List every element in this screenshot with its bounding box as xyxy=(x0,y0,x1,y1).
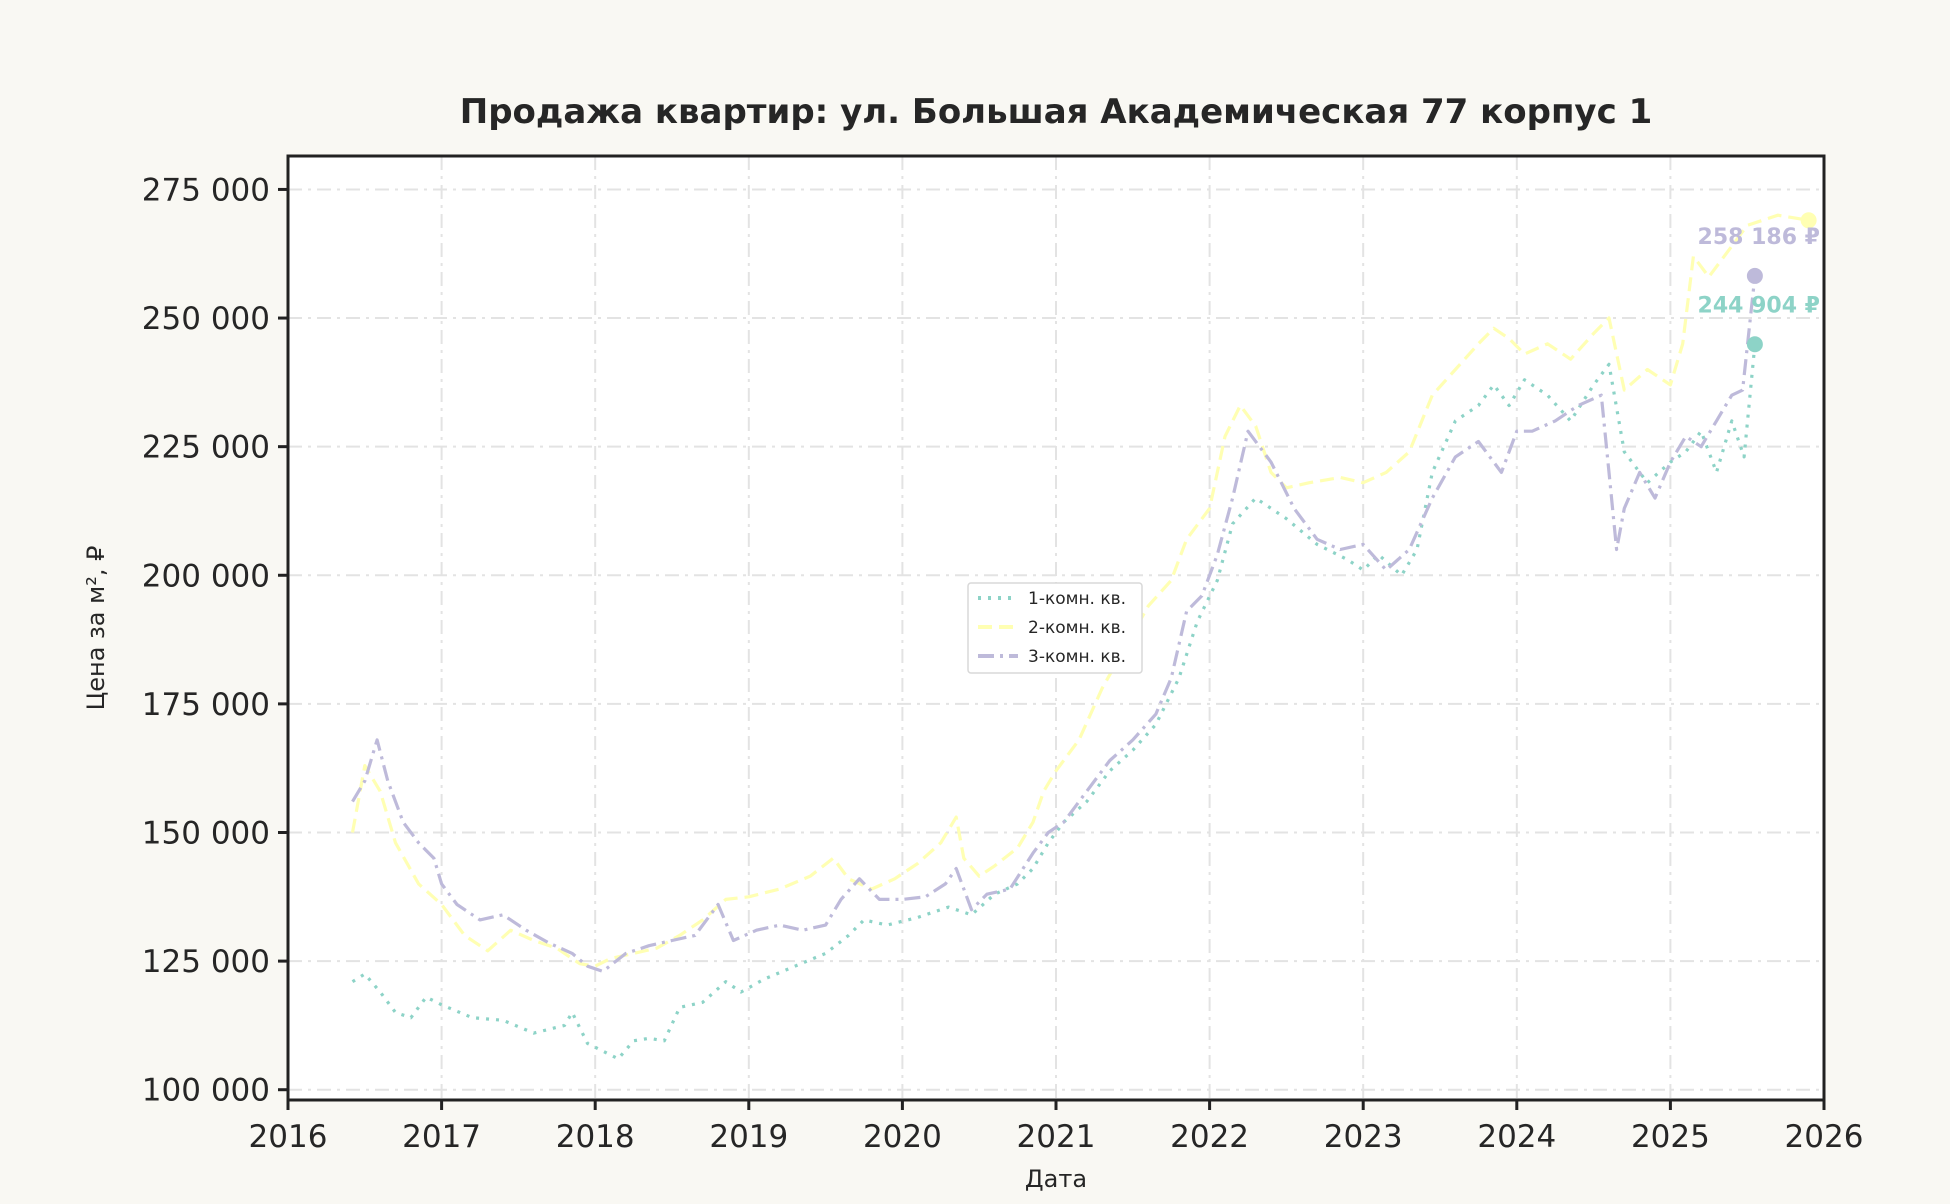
x-tick-label: 2024 xyxy=(1477,1119,1556,1155)
end-value-label-3room: 258 186 ₽ xyxy=(1698,225,1820,250)
y-tick-label: 100 000 xyxy=(142,1073,270,1109)
end-value-label-1room: 244 904 ₽ xyxy=(1698,293,1820,318)
y-tick-label: 275 000 xyxy=(142,172,270,208)
y-axis-label: Цена за м², ₽ xyxy=(82,546,110,711)
x-tick-label: 2026 xyxy=(1785,1119,1864,1155)
y-tick-label: 150 000 xyxy=(142,815,270,851)
legend-box xyxy=(967,582,1143,674)
x-axis-label: Дата xyxy=(1025,1165,1087,1193)
legend-label-1room: 1-комн. кв. xyxy=(1028,589,1126,609)
x-tick-label: 2021 xyxy=(1017,1119,1096,1155)
y-tick-label: 200 000 xyxy=(142,558,270,594)
x-tick-label: 2019 xyxy=(709,1119,788,1155)
x-axis-ticks: 2016 2017 2018 2019 2020 2021 2022 2023 2024 2025… xyxy=(249,1100,1864,1155)
legend-label-2room: 2-комн. кв. xyxy=(1028,618,1126,638)
x-tick-label: 2017 xyxy=(402,1119,481,1155)
legend: 1-комн. кв. 2-комн. кв. 3-комн. кв. xyxy=(967,582,1143,674)
series-end-markers xyxy=(1746,212,1817,353)
y-tick-label: 225 000 xyxy=(142,430,270,466)
y-tick-label: 175 000 xyxy=(142,687,270,723)
series-line-2room xyxy=(350,213,1809,968)
x-tick-label: 2022 xyxy=(1170,1119,1249,1155)
end-marker-1room xyxy=(1746,336,1763,353)
x-tick-label: 2023 xyxy=(1324,1119,1403,1155)
chart-title: Продажа квартир: ул. Большая Академическ… xyxy=(460,92,1653,132)
legend-label-3room: 3-комн. кв. xyxy=(1028,647,1126,667)
y-tick-label: 125 000 xyxy=(142,944,270,980)
end-marker-3room xyxy=(1746,267,1763,284)
x-tick-label: 2016 xyxy=(249,1119,328,1155)
x-tick-label: 2018 xyxy=(556,1119,635,1155)
x-tick-label: 2020 xyxy=(863,1119,942,1155)
series-line-3room xyxy=(351,275,1757,973)
x-tick-label: 2025 xyxy=(1631,1119,1710,1155)
y-tick-label: 250 000 xyxy=(142,301,270,337)
y-axis-ticks: 100 000 125 000 150 000 175 000 200 000 225 0… xyxy=(142,172,288,1109)
end-marker-2room xyxy=(1800,212,1817,229)
series-lines xyxy=(350,213,1809,1061)
